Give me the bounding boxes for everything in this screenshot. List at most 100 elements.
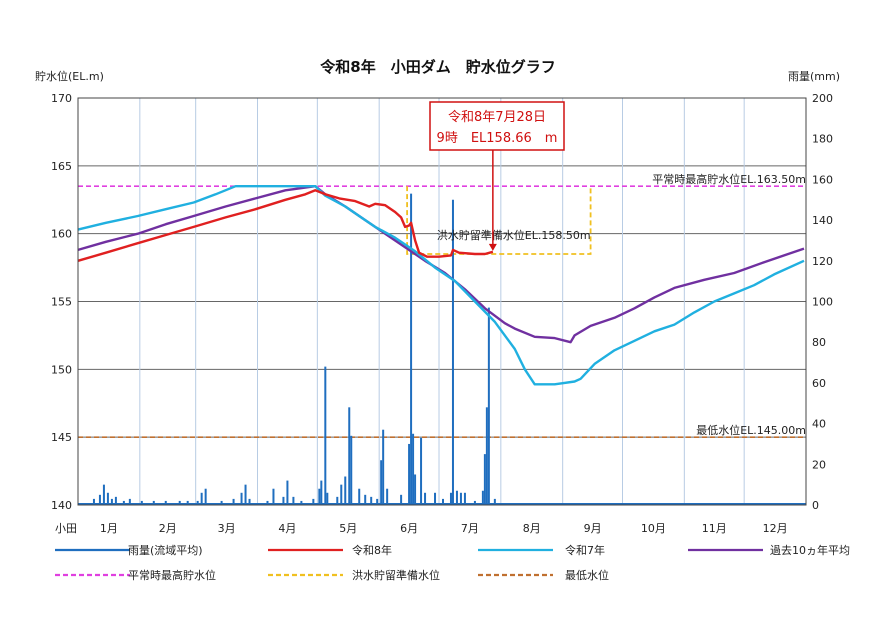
left-tick-label: 160	[51, 228, 72, 241]
right-tick-label: 0	[812, 499, 819, 512]
flood-standby-line	[406, 186, 592, 255]
legend-label: 令和8年	[352, 543, 392, 557]
rainfall-bar	[481, 490, 484, 505]
left-axis-label: 貯水位(EL.m)	[35, 69, 104, 83]
right-tick-label: 120	[812, 255, 833, 268]
reference-line-label: 最低水位EL.145.00m	[696, 423, 806, 437]
rainfall-bar	[412, 433, 415, 505]
right-tick-label: 180	[812, 133, 833, 146]
month-tick-label: 3月	[218, 522, 236, 535]
rainfall-bar	[324, 366, 327, 505]
rainfall-bar	[204, 488, 207, 505]
month-tick-label: 5月	[339, 522, 357, 535]
series-line	[77, 189, 494, 262]
month-tick-label: 7月	[461, 522, 479, 535]
rainfall-bar	[320, 480, 323, 505]
flood-standby-label: 洪水貯留準備水位EL.158.50m	[437, 228, 591, 242]
month-tick-label: 12月	[763, 522, 788, 535]
rainfall-bar	[487, 307, 490, 505]
rainfall-bar	[408, 443, 411, 505]
legend-label: 令和7年	[565, 543, 605, 557]
rainfall-bar	[110, 498, 113, 505]
rainfall-bar	[318, 488, 321, 505]
left-tick-label: 165	[51, 160, 72, 173]
month-tick-label: 10月	[641, 522, 666, 535]
rainfall-bar	[449, 492, 452, 505]
rainfall-bar	[441, 498, 444, 505]
rainfall-bar	[420, 437, 423, 505]
rainfall-bar	[232, 498, 235, 505]
rainfall-bar	[493, 498, 496, 505]
legend-label: 雨量(流域平均)	[128, 543, 203, 557]
rainfall-bar	[455, 490, 458, 505]
rainfall-bar	[196, 500, 199, 505]
reference-line-label: 平常時最高貯水位EL.163.50m	[652, 172, 806, 186]
month-tick-label: 9月	[584, 522, 602, 535]
rainfall-bar	[370, 496, 373, 505]
left-tick-label: 170	[51, 92, 72, 105]
rainfall-bar	[348, 407, 351, 505]
legend-label: 最低水位	[565, 568, 609, 582]
callout-arrowhead	[488, 243, 497, 251]
rainfall-bar	[382, 429, 385, 505]
rainfall-bar	[272, 488, 275, 505]
legend-label: 平常時最高貯水位	[128, 568, 216, 582]
rainfall-bar	[178, 500, 181, 505]
right-axis-label: 雨量(mm)	[788, 70, 840, 83]
month-tick-label: 8月	[523, 522, 541, 535]
rainfall-bar	[220, 500, 223, 505]
month-tick-label: 4月	[278, 522, 296, 535]
rainfall-bar	[350, 435, 353, 505]
rainfall-bar	[463, 492, 466, 505]
rainfall-bar	[98, 494, 101, 505]
month-tick-label: 1月	[100, 522, 118, 535]
plot-area-frame	[77, 97, 807, 506]
rainfall-bar	[459, 492, 462, 505]
rainfall-bar	[386, 488, 389, 505]
callout-level: 9時 EL158.66 m	[437, 131, 558, 146]
rainfall-bar	[286, 480, 289, 505]
rainfall-bar	[164, 500, 167, 505]
left-tick-label: 150	[51, 363, 72, 376]
rainfall-bar	[152, 500, 155, 505]
rainfall-bar	[485, 407, 488, 505]
rainfall-bar	[240, 492, 243, 505]
rainfall-bar	[312, 498, 315, 505]
rainfall-bar	[376, 498, 379, 505]
rainfall-bar	[483, 454, 486, 505]
left-tick-label: 145	[51, 431, 72, 444]
right-tick-label: 140	[812, 214, 833, 227]
rainfall-bar	[410, 193, 413, 505]
rainfall-bar	[400, 494, 403, 505]
rainfall-bar	[473, 500, 476, 505]
rainfall-bar	[282, 496, 285, 505]
month-tick-label: 6月	[400, 522, 418, 535]
rainfall-bar	[102, 484, 105, 505]
right-tick-label: 160	[812, 173, 833, 186]
callout-box	[429, 101, 565, 151]
rainfall-bar	[300, 500, 303, 505]
rainfall-bar	[200, 492, 203, 505]
rainfall-bar	[244, 484, 247, 505]
rainfall-bar	[380, 460, 383, 505]
left-tick-label: 140	[51, 499, 72, 512]
callout-date: 令和8年7月28日	[448, 110, 546, 125]
rainfall-bar	[414, 474, 417, 505]
rainfall-bar	[122, 500, 125, 505]
series-line	[77, 185, 805, 344]
right-tick-label: 100	[812, 296, 833, 309]
rainfall-bar	[434, 492, 437, 505]
rainfall-bar	[451, 199, 454, 505]
rainfall-bar	[140, 500, 143, 505]
rainfall-bar	[336, 496, 339, 505]
rainfall-bar	[292, 496, 295, 505]
rainfall-bar	[358, 488, 361, 505]
rainfall-bar	[248, 498, 251, 505]
right-tick-label: 200	[812, 92, 833, 105]
rainfall-bar	[128, 498, 131, 505]
legend-label: 洪水貯留準備水位	[352, 568, 440, 582]
series-line	[77, 185, 805, 386]
chart-title: 令和8年 小田ダム 貯水位グラフ	[320, 58, 555, 76]
right-tick-label: 60	[812, 377, 826, 390]
rainfall-bar	[326, 492, 329, 505]
